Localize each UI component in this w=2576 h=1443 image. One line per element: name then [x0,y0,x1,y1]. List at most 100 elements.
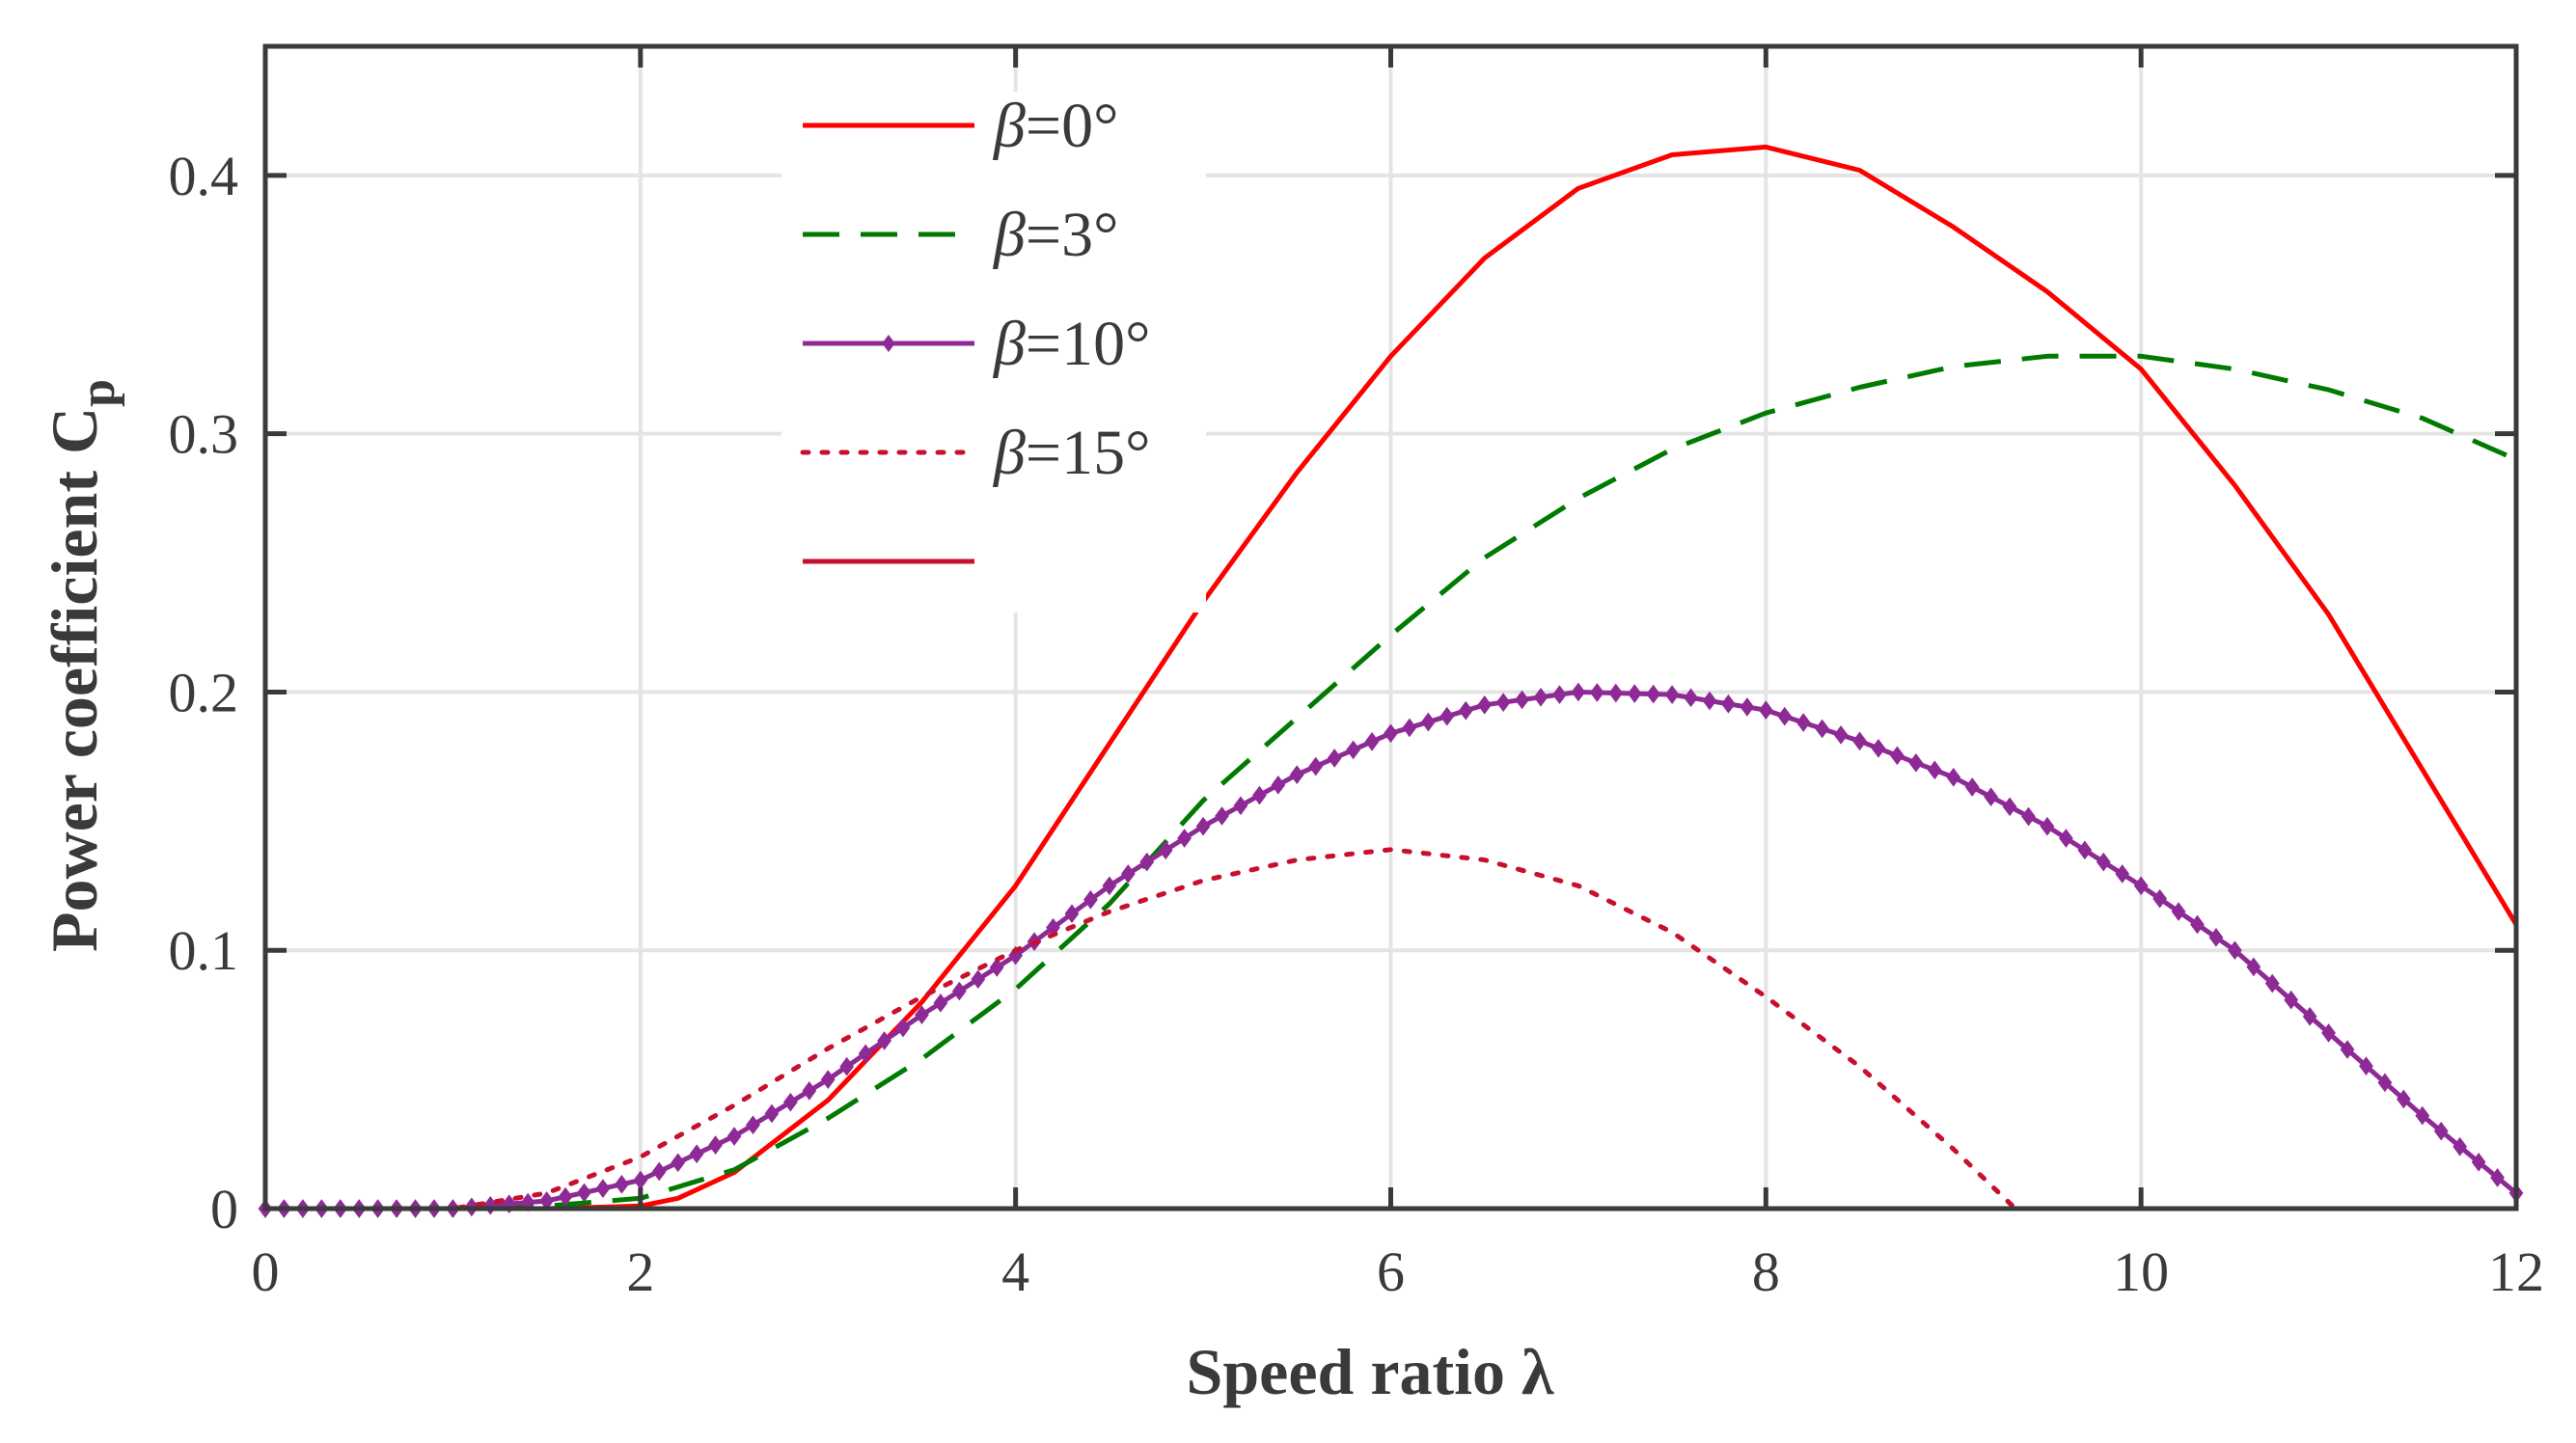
series-marker [1421,712,1436,732]
series-marker [746,1115,760,1135]
series-marker [1477,694,1493,715]
series-marker [2115,864,2130,884]
legend-box [781,92,1206,613]
series-marker [595,1179,611,1198]
series-marker [1627,684,1642,703]
series-marker [933,994,948,1013]
series-marker [2396,1089,2411,1109]
series-marker [1984,787,1999,806]
series-marker [1890,746,1905,766]
series-marker [1758,700,1773,721]
series-marker [1308,756,1324,776]
series-marker [820,1070,836,1089]
series-marker [858,1044,873,1064]
legend-label-2: β=10° [992,309,1151,379]
series-marker [2415,1105,2430,1126]
y-tick-label: 0 [210,1178,238,1240]
legend-label-0: β=0° [992,91,1119,161]
grid [263,46,2518,1211]
y-tick-label: 0.2 [169,661,239,723]
series-marker [1252,785,1267,805]
series-marker [895,1018,911,1038]
series-marker [2077,840,2093,860]
series-marker [1364,732,1380,751]
series-marker [577,1183,591,1203]
series-marker [1515,690,1529,710]
legend-beta-symbol: β [992,418,1026,488]
series-marker [1458,700,1473,721]
series-marker [726,1127,742,1146]
y-axis-title: Power coefficient Cp [38,379,125,952]
y-tick-label: 0.3 [169,403,239,466]
series-marker [671,1153,686,1173]
series-marker [2433,1121,2449,1141]
series-marker [1439,706,1455,726]
series-marker [1589,683,1604,702]
series-marker [2302,1006,2317,1026]
series-marker [1158,840,1173,860]
series-marker [1608,683,1624,703]
series-marker [1233,796,1248,816]
series-marker [2284,990,2299,1010]
legend-label-1: β=3° [992,200,1119,270]
series-marker [2208,927,2224,947]
series-marker [2471,1152,2486,1172]
series-marker [1927,760,1942,780]
series-marker [839,1056,855,1076]
legend-value: =10° [1026,309,1151,379]
series-marker [2359,1056,2373,1076]
series-marker [1533,687,1548,707]
series-marker [951,981,967,1001]
series-line-1 [265,353,2518,1212]
series-marker [1064,904,1080,924]
axes: 0 2 4 6 8 10 12 0 0.1 0.2 0.3 0.4 [169,43,2544,1303]
series-marker [1946,767,1961,787]
series-marker [2002,797,2017,817]
series-marker [1177,829,1192,848]
series-marker [1102,876,1117,896]
series-marker [2246,957,2261,977]
series-marker [1289,765,1304,784]
legend: β=0°β=3°β=10°β=15° [800,91,1151,564]
series-marker [2190,914,2205,935]
series-marker [1327,749,1342,768]
axis-labels: Speed ratio λ Power coefficient Cp [38,379,1554,1408]
series-marker [2490,1168,2505,1187]
series-marker [1815,719,1830,739]
series-marker [2133,876,2149,896]
series-marker [2321,1023,2336,1043]
y-tick-label: 0.4 [169,145,239,207]
x-tick-label: 2 [626,1240,654,1303]
series-marker [1120,864,1136,884]
series-marker [915,1005,929,1024]
x-tick-label: 8 [1752,1240,1780,1303]
x-tick-label: 0 [252,1240,280,1303]
series-marker [1402,718,1417,738]
legend-beta-symbol: β [992,91,1026,161]
series-marker [1964,777,1980,797]
legend-label-3: β=15° [992,418,1151,488]
series-marker [2264,973,2280,994]
series-marker [1795,713,1811,732]
series-marker [1571,682,1586,702]
series-marker [2059,829,2073,848]
legend-value: =0° [1026,91,1119,161]
series-marker [1195,816,1211,836]
series-marker [1871,738,1886,758]
series-marker [1721,694,1736,714]
series-marker [1684,688,1698,708]
series-marker [1271,776,1286,795]
legend-value: =15° [1026,418,1151,488]
series-marker [708,1135,723,1155]
series-marker [1740,697,1755,717]
series-marker [1384,723,1398,744]
series-marker [689,1144,704,1164]
series-marker [802,1081,817,1101]
series-marker [1664,685,1680,704]
series-line-0 [265,144,2519,1212]
series-marker [2228,940,2242,961]
y-tick-label: 0.1 [169,919,239,982]
x-axis-title: Speed ratio λ [1187,1335,1555,1408]
